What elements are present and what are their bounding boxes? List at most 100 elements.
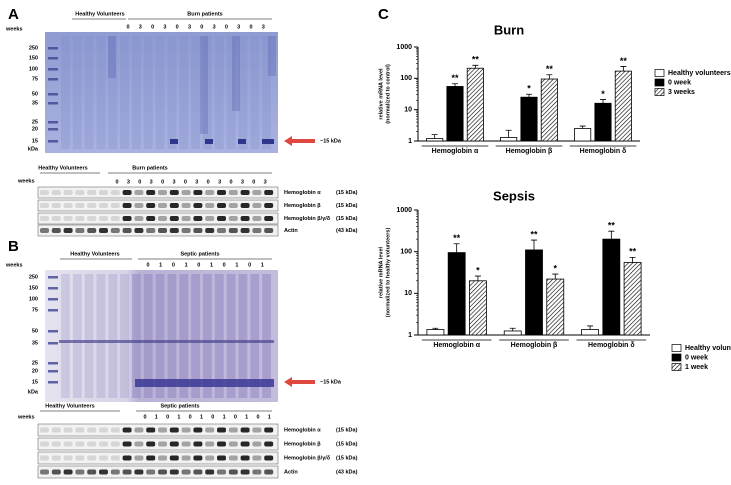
blot-band bbox=[99, 427, 108, 433]
blot-band bbox=[146, 228, 156, 233]
blot-band bbox=[87, 228, 97, 233]
blot-band bbox=[40, 469, 49, 475]
blot-band bbox=[146, 190, 156, 195]
marker-band bbox=[48, 140, 58, 143]
weeks-label: weeks bbox=[17, 178, 35, 184]
blot-band bbox=[134, 427, 144, 433]
blot-band bbox=[63, 203, 73, 208]
lane-label: 3 bbox=[188, 24, 191, 30]
significance: * bbox=[527, 84, 531, 94]
mw-marker: 15 bbox=[32, 379, 38, 385]
arrow bbox=[284, 136, 315, 146]
marker-band bbox=[48, 78, 58, 81]
legend-swatch bbox=[654, 69, 665, 77]
blot-band bbox=[110, 441, 120, 447]
blot-band bbox=[181, 427, 191, 433]
gel-lane bbox=[132, 36, 141, 149]
blot-band bbox=[122, 469, 132, 475]
group-label: Healthy Volunteers bbox=[75, 11, 124, 17]
blot-band bbox=[193, 228, 203, 233]
lane-label: 0 bbox=[151, 24, 154, 30]
blot-band bbox=[87, 203, 97, 208]
blot-band bbox=[240, 441, 250, 447]
blot-band bbox=[122, 216, 132, 221]
band-name: Actin bbox=[284, 228, 298, 234]
lane-label: 0 bbox=[172, 262, 175, 268]
gel-band bbox=[232, 36, 240, 111]
blot-band bbox=[146, 441, 156, 447]
gel-band bbox=[200, 36, 208, 134]
legend-label: 0 week bbox=[685, 354, 708, 361]
gel-lane bbox=[203, 36, 212, 149]
significance: ** bbox=[530, 229, 538, 239]
lane-label: 3 bbox=[195, 179, 198, 185]
blot-band bbox=[40, 441, 49, 447]
lane-label: 1 bbox=[268, 414, 271, 420]
x-tick-label: Hemoglobin δ bbox=[580, 148, 627, 155]
significance: * bbox=[476, 265, 480, 275]
significance: ** bbox=[620, 56, 628, 66]
lane-label: 3 bbox=[163, 24, 166, 30]
lane-label: 3 bbox=[241, 179, 244, 185]
marker-band bbox=[48, 93, 58, 96]
marker-band bbox=[48, 298, 58, 301]
gel-lane bbox=[179, 274, 189, 398]
lane-label: 1 bbox=[235, 262, 238, 268]
lane-label: 0 bbox=[126, 24, 129, 30]
blot-strip bbox=[37, 199, 279, 212]
blot-band bbox=[228, 190, 238, 195]
legend-swatch bbox=[671, 344, 682, 352]
blot-band bbox=[122, 441, 132, 447]
gel-lane bbox=[132, 274, 141, 398]
blot-band bbox=[99, 441, 108, 447]
blot-band bbox=[99, 203, 108, 208]
blot-band bbox=[193, 441, 203, 447]
lane-label: 0 bbox=[229, 179, 232, 185]
bar bbox=[581, 329, 599, 336]
blot-band bbox=[264, 228, 274, 233]
lane-label: 3 bbox=[139, 24, 142, 30]
mw-marker: 15 bbox=[32, 138, 38, 144]
blot-band bbox=[75, 190, 85, 195]
blot-band bbox=[122, 427, 132, 433]
group-label: Healthy Volunteers bbox=[38, 165, 87, 171]
blot-band bbox=[51, 216, 61, 221]
lane-label: 3 bbox=[237, 24, 240, 30]
blot-band bbox=[217, 216, 226, 221]
band-size: (15 kDa) bbox=[336, 455, 358, 461]
blot-band bbox=[205, 469, 215, 475]
blot-band bbox=[63, 190, 73, 195]
gel-band bbox=[268, 36, 276, 76]
blot-band bbox=[99, 190, 108, 195]
mw-marker: 75 bbox=[32, 307, 38, 313]
gel-lane bbox=[250, 274, 260, 398]
mw-marker: 35 bbox=[32, 100, 38, 106]
lane-label: 0 bbox=[176, 24, 179, 30]
marker-band bbox=[48, 342, 58, 345]
y-axis-label: relative mRNA level bbox=[378, 68, 384, 120]
legend-swatch bbox=[671, 353, 682, 362]
arrow bbox=[284, 377, 315, 387]
group-label: Burn patients bbox=[132, 165, 167, 171]
blot-band bbox=[110, 228, 120, 233]
blot-band bbox=[217, 228, 226, 233]
blot-band bbox=[110, 469, 120, 475]
gel-band bbox=[238, 139, 246, 144]
lane-label: 0 bbox=[138, 179, 141, 185]
blot-band bbox=[63, 455, 73, 461]
error-bar bbox=[452, 83, 458, 87]
y-tick-label: 10 bbox=[404, 290, 412, 297]
blot-band bbox=[158, 441, 167, 447]
blot-band bbox=[75, 427, 85, 433]
blot-band bbox=[146, 203, 156, 208]
blot-band bbox=[193, 455, 203, 461]
significance: ** bbox=[451, 73, 459, 83]
blot-band bbox=[51, 455, 61, 461]
blot-band bbox=[228, 427, 238, 433]
mw-marker: kDa bbox=[28, 146, 39, 152]
error-bar bbox=[531, 239, 537, 250]
lane-label: 0 bbox=[248, 262, 251, 268]
blot-band bbox=[193, 190, 203, 195]
weeks-label: weeks bbox=[17, 414, 35, 420]
error-bar bbox=[546, 74, 553, 80]
